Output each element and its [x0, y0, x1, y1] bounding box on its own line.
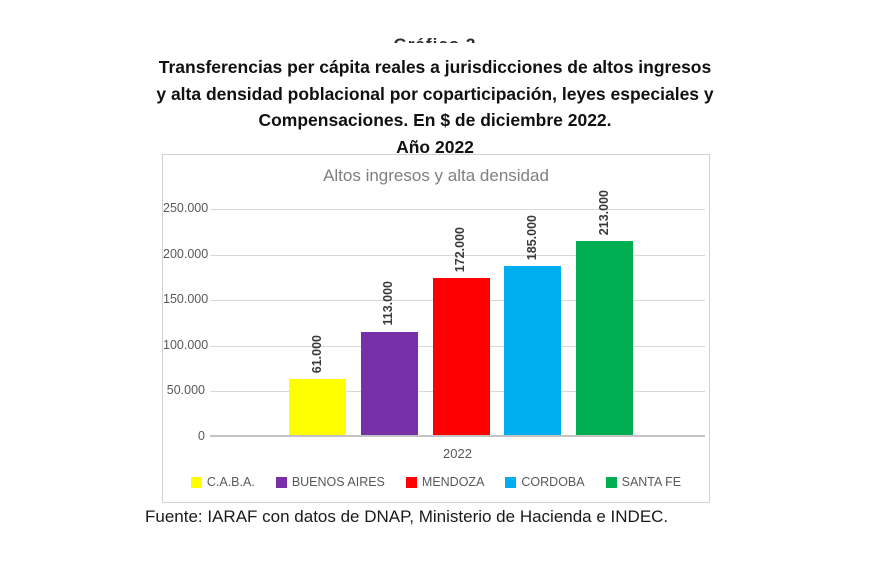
clipped-figure-caption: Gráfico 2 — [0, 37, 870, 43]
legend-item-cordoba: CORDOBA — [505, 475, 585, 489]
main-title-line-2: y alta densidad poblacional por copartic… — [156, 83, 714, 104]
y-tick-label: 250.000 — [163, 201, 209, 215]
bar-buenos-aires — [360, 331, 418, 435]
y-tick-label: 0 — [198, 429, 205, 443]
main-title-line-1: Transferencias per cápita reales a juris… — [158, 57, 712, 77]
clipped-figure-caption-text: Gráfico 2 — [394, 37, 477, 43]
chart-main-title: Transferencias per cápita reales a juris… — [0, 54, 870, 160]
plot-area: 61.000 113.000 172.000 185.000 213.000 — [210, 190, 705, 437]
legend-label: CORDOBA — [521, 475, 585, 489]
main-title-line-4: Año 2022 — [396, 136, 474, 157]
legend-label: SANTA FE — [621, 475, 682, 489]
bar-santa-fe — [576, 240, 634, 435]
y-tick-label: 100.000 — [163, 337, 209, 352]
bar-cordoba — [504, 266, 562, 435]
legend-item-buenos-aires: BUENOS AIRES — [275, 475, 385, 489]
gridline — [210, 209, 705, 210]
chart-inner-title: Altos ingresos y alta densidad — [323, 166, 549, 185]
y-tick-label: 150.000 — [163, 292, 209, 307]
gridline — [210, 254, 705, 256]
legend-label: BUENOS AIRES — [291, 475, 385, 489]
legend-swatch-icon — [505, 476, 517, 488]
legend-swatch-icon — [190, 476, 202, 488]
legend-item-c-a-b-a-: C.A.B.A. — [190, 475, 255, 489]
bar-value-label: 61.000 — [309, 335, 324, 374]
legend-swatch-icon — [275, 476, 287, 488]
bar-value-label: 185.000 — [524, 215, 539, 261]
y-tick-label: 50.000 — [166, 383, 205, 398]
legend-label: MENDOZA — [421, 475, 485, 489]
bar-value-label: 113.000 — [381, 281, 396, 326]
main-title-line-3: Compensaciones. En $ de diciembre 2022. — [258, 110, 612, 130]
bar-value-label: 172.000 — [453, 226, 468, 273]
chart-legend: C.A.B.A. BUENOS AIRES MENDOZA CORDOBA SANTA … — [163, 475, 709, 489]
bar-value-label: 213.000 — [596, 189, 611, 235]
y-tick-label: 200.000 — [163, 246, 209, 261]
legend-label: C.A.B.A. — [206, 475, 255, 489]
x-axis-category-label: 2022 — [443, 446, 472, 461]
source-note: Fuente: IARAF con datos de DNAP, Ministe… — [145, 507, 669, 526]
legend-item-mendoza: MENDOZA — [405, 475, 485, 489]
chart-container: Altos ingresos y alta densidad 250.000 20… — [162, 154, 710, 503]
bar-c-a-b-a- — [289, 379, 346, 435]
legend-item-santa-fe: SANTA FE — [605, 475, 682, 489]
legend-swatch-icon — [605, 476, 617, 488]
bar-mendoza — [432, 278, 490, 435]
legend-swatch-icon — [405, 476, 417, 488]
